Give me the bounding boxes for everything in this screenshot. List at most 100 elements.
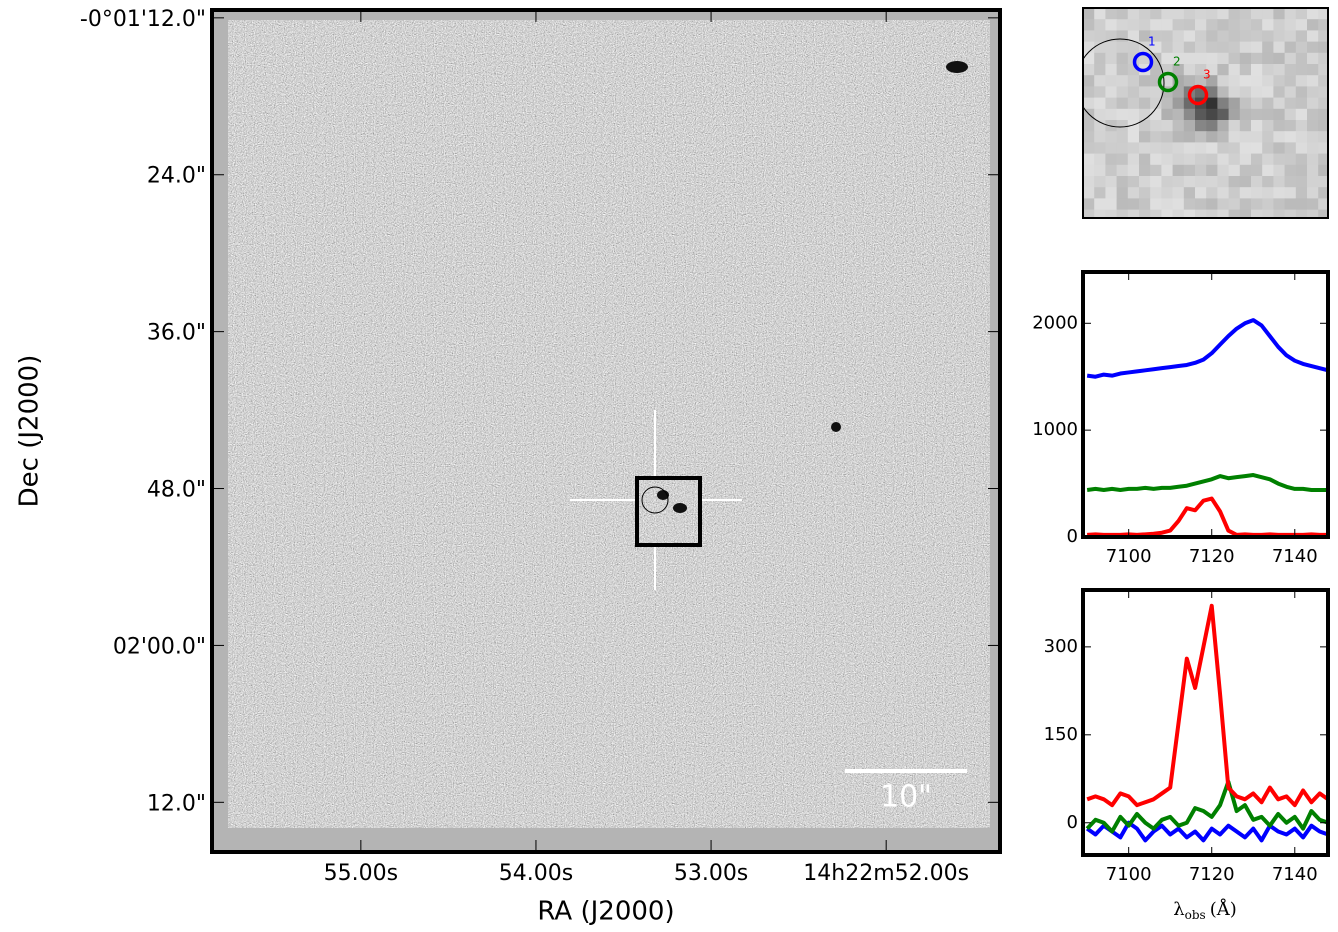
inset-pixel bbox=[1307, 176, 1319, 188]
inset-aperture bbox=[1083, 38, 1165, 128]
inset-pixel bbox=[1217, 8, 1230, 20]
inset-pixel bbox=[1083, 30, 1095, 43]
inset-pixel bbox=[1083, 209, 1095, 218]
inset-pixel bbox=[1094, 131, 1106, 143]
inset-pixel bbox=[1183, 164, 1196, 177]
inset-pixel bbox=[1116, 176, 1129, 188]
x-tick-label: 7140 bbox=[1272, 546, 1318, 567]
inset-pixel bbox=[1183, 30, 1196, 43]
inset-pixel bbox=[1273, 131, 1286, 143]
inset-pixel bbox=[1307, 97, 1319, 110]
inset-pixel bbox=[1083, 75, 1095, 87]
inset-pixel bbox=[1273, 64, 1286, 76]
inset-pixel bbox=[1195, 75, 1207, 87]
inset-pixel bbox=[1094, 8, 1106, 20]
inset-pixel bbox=[1307, 75, 1319, 87]
inset-pixel bbox=[1251, 198, 1263, 211]
inset-pixel bbox=[1284, 64, 1297, 76]
y-tick-label: 1000 bbox=[1032, 419, 1078, 440]
inset-pixel bbox=[1094, 19, 1106, 31]
inset-pixel bbox=[1295, 198, 1308, 211]
inset-pixel bbox=[1161, 75, 1174, 87]
inset-pixel bbox=[1150, 120, 1162, 132]
inset-pixel bbox=[1116, 153, 1129, 166]
inset-pixel bbox=[1139, 97, 1151, 110]
inset-pixel bbox=[1150, 209, 1162, 218]
inset-pixel bbox=[1172, 52, 1185, 65]
inset-pixel bbox=[1105, 52, 1118, 65]
aperture-circle bbox=[1132, 51, 1154, 73]
inset-pixel bbox=[1150, 97, 1162, 110]
inset-pixel bbox=[1295, 64, 1308, 76]
inset-pixel bbox=[1295, 142, 1308, 155]
inset-pixel bbox=[1295, 153, 1308, 166]
inset-pixel bbox=[1116, 41, 1129, 54]
inset-pixel bbox=[1318, 187, 1328, 199]
aperture-circle bbox=[1157, 71, 1179, 93]
inset-pixel bbox=[1172, 209, 1185, 218]
spectrum-line bbox=[1086, 603, 1328, 808]
inset-pixel bbox=[1139, 153, 1151, 166]
inset-pixel bbox=[1083, 142, 1095, 155]
inset-pixel bbox=[1195, 52, 1207, 65]
inset-pixel bbox=[1150, 164, 1162, 177]
inset-pixel bbox=[1239, 52, 1252, 65]
spectrum-line bbox=[1086, 318, 1328, 379]
inset-pixel bbox=[1116, 86, 1129, 99]
inset-pixel bbox=[1150, 108, 1162, 121]
inset-pixel bbox=[1150, 64, 1162, 76]
inset-pixel bbox=[1307, 86, 1319, 99]
inset-pixel bbox=[1161, 108, 1174, 121]
inset-pixel bbox=[1139, 75, 1151, 87]
inset-pixel bbox=[1318, 52, 1328, 65]
inset-pixel bbox=[1094, 86, 1106, 99]
inset-pixel bbox=[1083, 120, 1095, 132]
inset-pixel bbox=[1251, 19, 1263, 31]
inset-pixel bbox=[1295, 30, 1308, 43]
inset-pixel bbox=[1273, 153, 1286, 166]
inset-pixel bbox=[1206, 75, 1218, 87]
inset-pixel bbox=[1161, 41, 1174, 54]
inset-pixel bbox=[1183, 209, 1196, 218]
inset-pixel bbox=[1228, 153, 1241, 166]
inset-pixel bbox=[1206, 97, 1218, 110]
inset-pixel bbox=[1094, 75, 1106, 87]
inset-pixel bbox=[1094, 30, 1106, 43]
inset-pixel bbox=[1318, 142, 1328, 155]
frame bbox=[210, 8, 1002, 854]
inset-pixel bbox=[1206, 187, 1218, 199]
inset-pixel bbox=[1295, 164, 1308, 177]
inset-pixel bbox=[1105, 97, 1118, 110]
inset-pixel bbox=[1318, 164, 1328, 177]
inset-pixel bbox=[1251, 86, 1263, 99]
inset-pixel bbox=[1183, 52, 1196, 65]
inset-pixel bbox=[1150, 153, 1162, 166]
inset-pixel bbox=[1284, 86, 1297, 99]
x-axis-label: RA (J2000) bbox=[537, 897, 674, 927]
inset-pixel bbox=[1206, 198, 1218, 211]
inset-pixel bbox=[1206, 176, 1218, 188]
inset-pixel bbox=[1251, 153, 1263, 166]
inset-pixel bbox=[1161, 209, 1174, 218]
inset-pixel bbox=[1195, 131, 1207, 143]
inset-pixel bbox=[1262, 131, 1274, 143]
inset-pixel bbox=[1206, 153, 1218, 166]
inset-pixel bbox=[1094, 52, 1106, 65]
inset-pixel bbox=[1284, 187, 1297, 199]
inset-pixel bbox=[1273, 75, 1286, 87]
inset-pixel bbox=[1105, 30, 1118, 43]
inset-pixel bbox=[1239, 187, 1252, 199]
inset-frame bbox=[1082, 7, 1329, 219]
inset-pixel bbox=[1172, 97, 1185, 110]
inset-pixel bbox=[1273, 142, 1286, 155]
inset-pixel bbox=[1295, 8, 1308, 20]
inset-pixel bbox=[1217, 52, 1230, 65]
inset-pixel bbox=[1139, 8, 1151, 20]
inset-pixel bbox=[1183, 198, 1196, 211]
inset-pixel bbox=[1094, 198, 1106, 211]
inset-pixel bbox=[1206, 209, 1218, 218]
inset-pixel bbox=[1262, 8, 1274, 20]
inset-pixel bbox=[1273, 8, 1286, 20]
inset-pixel bbox=[1251, 120, 1263, 132]
inset-pixel bbox=[1195, 198, 1207, 211]
